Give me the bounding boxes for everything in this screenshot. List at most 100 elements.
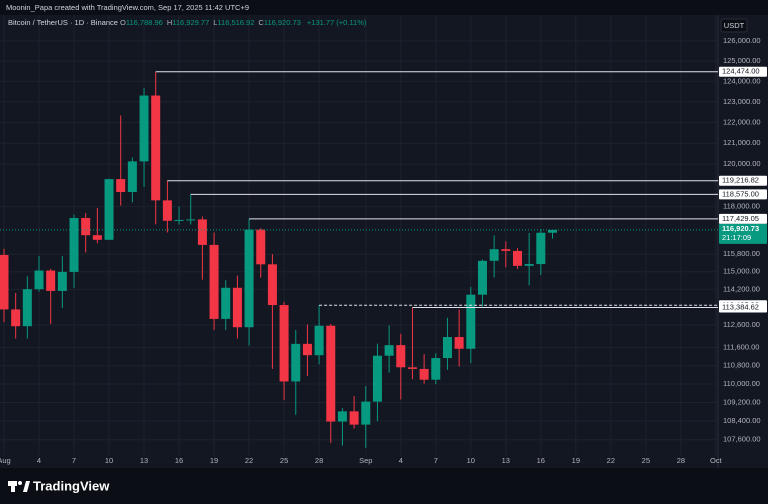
candle-body: [22, 289, 32, 327]
price-label: 118,575.00: [722, 189, 759, 198]
candle-body: [279, 305, 289, 382]
ohlc-value: 116,929.77: [172, 18, 210, 27]
currency-box: [720, 18, 748, 33]
x-tick-label: Oct: [710, 456, 723, 465]
candle-body: [46, 270, 56, 291]
y-tick-label: 110,000.00: [723, 379, 760, 388]
ohlc-values: O116,788.96 H116,929.77 L116,516.92 C116,92…: [120, 18, 305, 27]
candle-body: [197, 219, 207, 245]
price-label: 113,384.62: [722, 302, 759, 311]
price-label-box: [719, 213, 767, 224]
brand: TradingView: [33, 478, 110, 493]
x-tick-label: 13: [502, 456, 510, 465]
y-tick-label: 121,000.00: [723, 138, 761, 147]
candle-body: [466, 294, 476, 349]
candle-body: [396, 345, 406, 368]
ohlc-key: O: [120, 18, 126, 27]
x-tick-label: 16: [537, 456, 545, 465]
candle-body: [267, 264, 277, 306]
ohlc-value: 116,788.96: [125, 18, 163, 27]
header-bar: [0, 0, 768, 15]
x-tick-label: Sep: [359, 456, 372, 465]
x-tick-label: 22: [245, 456, 253, 465]
countdown: 21:17:09: [722, 233, 751, 242]
candle-body: [361, 401, 371, 425]
logo-part: [18, 481, 22, 485]
ohlc-key: L: [213, 18, 218, 27]
candle-body: [291, 343, 301, 382]
candle-body: [92, 235, 102, 240]
candle-body: [116, 179, 126, 193]
candle-body: [209, 244, 219, 319]
price-label-box: [719, 302, 767, 313]
candle-body: [127, 161, 137, 193]
candle-body: [139, 95, 149, 162]
x-tick-label: 10: [105, 456, 113, 465]
candle-body: [337, 411, 347, 422]
candle-body: [0, 254, 9, 310]
x-tick-label: 4: [399, 456, 403, 465]
y-tick-label: 109,200.00: [723, 397, 761, 406]
x-tick-label: 28: [677, 456, 685, 465]
x-tick-label: 7: [72, 456, 76, 465]
y-tick-label: 114,200.00: [723, 284, 760, 293]
candle-body: [442, 337, 452, 359]
logo-part: [11, 481, 15, 492]
candle-body: [501, 249, 511, 251]
candle-body: [349, 411, 359, 425]
y-tick-label: 122,000.00: [723, 117, 761, 126]
currency: USDT: [724, 21, 745, 30]
y-tick-label: 120,000.00: [723, 159, 761, 168]
legend: Bitcoin / TetherUS · 1D · Binance O116,7…: [8, 18, 370, 27]
x-tick-label: 22: [607, 456, 615, 465]
candle-body: [419, 368, 429, 380]
price-label-box: [719, 189, 767, 200]
footer-bar: [0, 468, 768, 504]
candle-body: [454, 337, 464, 349]
candle-body: [221, 287, 231, 319]
candle-body: [477, 260, 487, 295]
candle-body: [57, 271, 67, 291]
candle-body: [407, 367, 417, 369]
y-tick-label: 115,000.00: [723, 267, 760, 276]
candle-body: [326, 325, 336, 422]
x-tick-label: 28: [315, 456, 323, 465]
brand-logo: [8, 481, 30, 492]
candle-body: [151, 95, 161, 201]
x-tick-label: 19: [572, 456, 580, 465]
ohlc-key: C: [258, 18, 264, 27]
x-tick-label: 7: [434, 456, 438, 465]
y-tick-label: 107,600.00: [723, 435, 761, 444]
y-tick-label: 118,000.00: [723, 202, 760, 211]
price-label: 117,429.05: [722, 214, 759, 223]
x-tick-label: 4: [37, 456, 41, 465]
x-tick-label: 25: [642, 456, 650, 465]
candle-body: [174, 219, 184, 221]
candle-body: [536, 232, 546, 265]
candle-body: [314, 325, 324, 356]
candle-body: [244, 229, 254, 328]
ohlc-value: 116,516.92: [217, 18, 255, 27]
y-tick-label: 126,000.00: [723, 36, 761, 45]
plot: 126,000.00 125,000.00 124,000.00 123,000.00…: [0, 15, 767, 465]
y-tick-label: 112,600.00: [723, 320, 760, 329]
ohlc-key: H: [166, 18, 173, 27]
y-tick-label: 108,400.00: [723, 416, 761, 425]
candle-body: [547, 229, 557, 233]
x-tick-label: 16: [175, 456, 183, 465]
candle-body: [384, 345, 394, 356]
price-label-box: [719, 66, 767, 77]
price-label: 124,474.00: [722, 67, 760, 76]
candle-body: [489, 249, 499, 261]
candle-body: [34, 270, 44, 290]
candle-body: [186, 219, 196, 221]
x-tick-label: 19: [210, 456, 218, 465]
caption: Moonin_Papa created with TradingView.com…: [6, 3, 249, 12]
y-tick-label: 125,000.00: [723, 56, 761, 65]
last-price-label: 116,920.73: [722, 224, 759, 233]
candle-body: [81, 217, 91, 236]
x-tick-label: 13: [140, 456, 148, 465]
candle-body: [256, 229, 266, 265]
